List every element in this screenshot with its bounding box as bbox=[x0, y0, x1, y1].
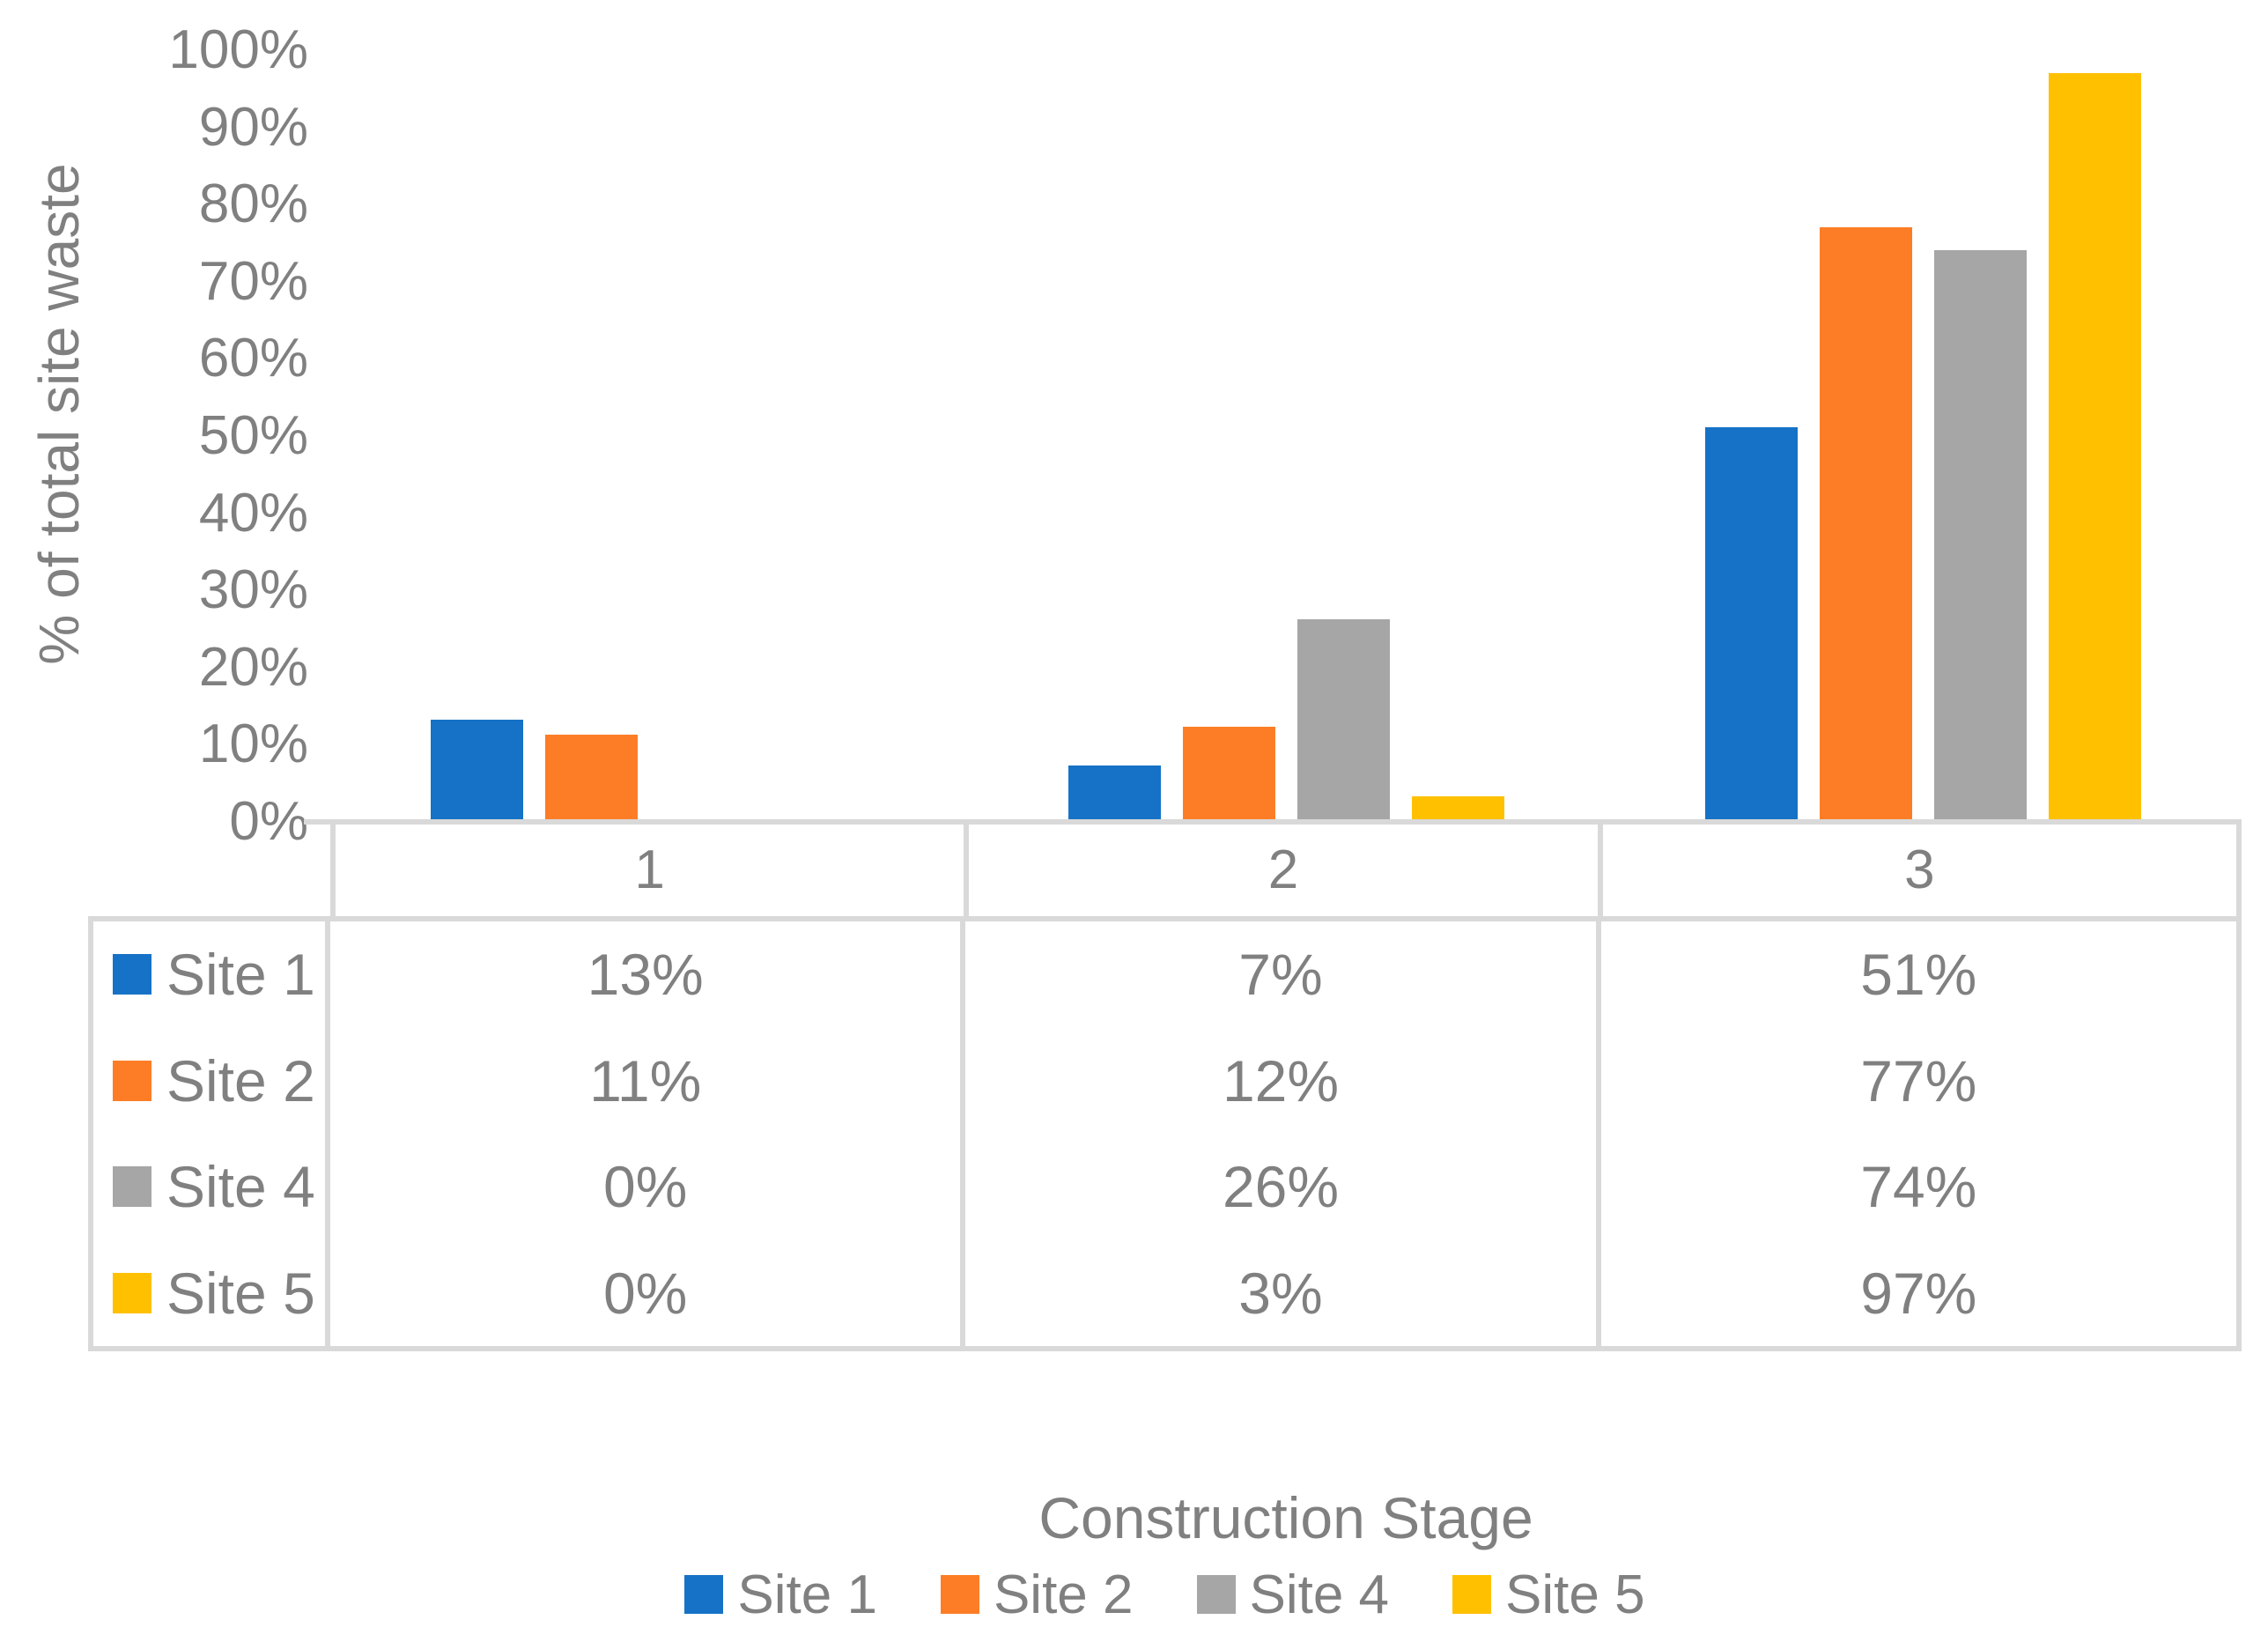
y-tick-label: 70% bbox=[198, 251, 308, 312]
table-cell: 0% bbox=[330, 1134, 966, 1240]
y-tick-label: 10% bbox=[198, 714, 308, 774]
legend-key-swatch bbox=[113, 1060, 151, 1101]
table-cell: 13% bbox=[330, 921, 966, 1028]
bar-site-2-stage-1 bbox=[545, 735, 638, 819]
bar-site-4-stage-3 bbox=[1934, 250, 2027, 819]
table-header-cell: 1 bbox=[336, 825, 970, 916]
legend-label: Site 1 bbox=[737, 1564, 877, 1625]
data-table: Site 1 13% 7% 51% Site 2 11% 12% 77% Site 4 0% 26%… bbox=[88, 916, 2242, 1351]
table-row-key: Site 1 bbox=[93, 921, 330, 1028]
row-label: Site 4 bbox=[166, 1154, 315, 1220]
row-label: Site 1 bbox=[166, 942, 315, 1008]
y-tick-label: 50% bbox=[198, 405, 308, 466]
bar-site-2-stage-3 bbox=[1820, 227, 1912, 819]
table-header-cell: 3 bbox=[1904, 839, 1935, 900]
legend-item: Site 4 bbox=[1196, 1564, 1390, 1626]
legend-item: Site 5 bbox=[1452, 1564, 1645, 1626]
legend-swatch bbox=[940, 1575, 979, 1614]
legend-key-swatch bbox=[113, 1272, 151, 1313]
bar-site-2-stage-2 bbox=[1183, 727, 1275, 819]
legend-key-swatch bbox=[113, 1166, 151, 1208]
table-row-key: Site 4 bbox=[93, 1134, 330, 1240]
y-tick-label: 20% bbox=[198, 637, 308, 698]
y-tick-label: 0% bbox=[229, 791, 308, 852]
x-axis-title: Construction Stage bbox=[1038, 1485, 1533, 1550]
bar-site-1-stage-2 bbox=[1068, 766, 1161, 819]
table-row-key: Site 5 bbox=[93, 1239, 330, 1346]
legend-item: Site 1 bbox=[684, 1564, 877, 1626]
table-cell: 51% bbox=[1860, 942, 1977, 1008]
table-cell: 3% bbox=[965, 1239, 1601, 1346]
bar-site-1-stage-1 bbox=[431, 720, 523, 819]
table-cell: 11% bbox=[330, 1027, 966, 1134]
table-cell: 0% bbox=[330, 1239, 966, 1346]
legend-label: Site 2 bbox=[993, 1564, 1134, 1625]
legend-label: Site 4 bbox=[1249, 1564, 1390, 1625]
table-cell: 77% bbox=[1860, 1047, 1977, 1113]
bar-site-1-stage-3 bbox=[1705, 427, 1798, 819]
legend-swatch bbox=[684, 1575, 724, 1614]
chart-legend: Site 1 Site 2 Site 4 Site 5 bbox=[88, 1564, 2242, 1625]
y-tick-label: 40% bbox=[198, 483, 308, 544]
y-tick-label: 90% bbox=[198, 97, 308, 158]
x-axis-baseline bbox=[304, 819, 2242, 825]
y-tick-label: 60% bbox=[198, 328, 308, 388]
legend-item: Site 2 bbox=[940, 1564, 1134, 1626]
bar-site-4-stage-2 bbox=[1297, 619, 1390, 819]
table-cell: 26% bbox=[965, 1134, 1601, 1240]
y-tick-label: 30% bbox=[198, 559, 308, 620]
legend-swatch bbox=[1196, 1575, 1236, 1614]
row-label: Site 5 bbox=[166, 1260, 315, 1326]
table-row-key: Site 2 bbox=[93, 1027, 330, 1134]
table-cell: 7% bbox=[965, 921, 1601, 1028]
table-cell: 74% bbox=[1860, 1154, 1977, 1220]
row-label: Site 2 bbox=[166, 1047, 315, 1113]
y-tick-label: 100% bbox=[168, 19, 308, 80]
y-tick-label: 80% bbox=[198, 174, 308, 234]
bar-site-5-stage-3 bbox=[2049, 73, 2141, 819]
legend-label: Site 5 bbox=[1505, 1564, 1645, 1625]
table-header-cell: 2 bbox=[969, 825, 1603, 916]
bar-site-5-stage-2 bbox=[1412, 796, 1504, 819]
legend-key-swatch bbox=[113, 954, 151, 995]
table-cell: 12% bbox=[965, 1027, 1601, 1134]
legend-swatch bbox=[1452, 1575, 1492, 1614]
table-cell: 97% bbox=[1860, 1260, 1977, 1326]
